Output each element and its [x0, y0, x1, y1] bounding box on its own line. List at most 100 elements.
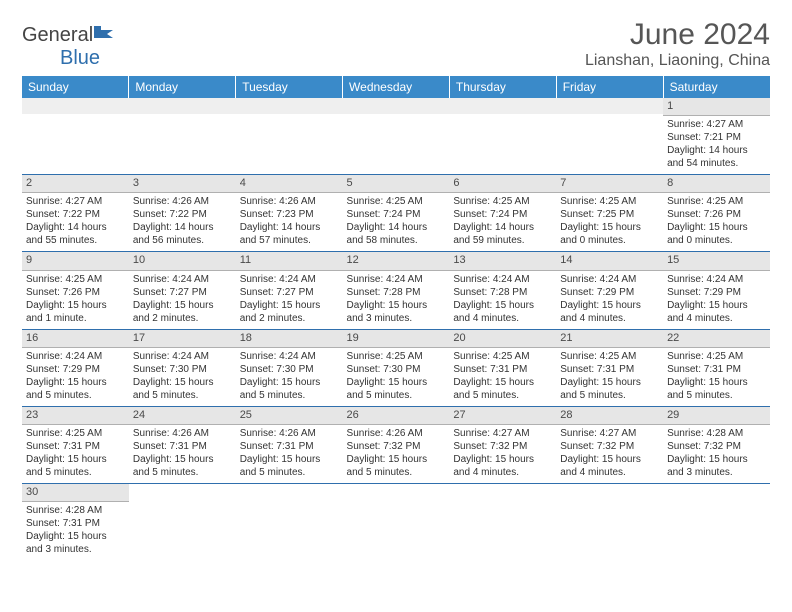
- day-number: [663, 484, 770, 500]
- calendar-cell: [449, 484, 556, 560]
- calendar-cell: 28Sunrise: 4:27 AMSunset: 7:32 PMDayligh…: [556, 407, 663, 484]
- day-details: Sunrise: 4:25 AMSunset: 7:24 PMDaylight:…: [449, 193, 556, 251]
- day-number: [22, 98, 129, 114]
- day-details: Sunrise: 4:25 AMSunset: 7:31 PMDaylight:…: [663, 348, 770, 406]
- calendar-cell: 24Sunrise: 4:26 AMSunset: 7:31 PMDayligh…: [129, 407, 236, 484]
- day-details: Sunrise: 4:24 AMSunset: 7:29 PMDaylight:…: [22, 348, 129, 406]
- day-number: 24: [129, 407, 236, 425]
- calendar-cell: [663, 484, 770, 560]
- day-number: 26: [343, 407, 450, 425]
- day-number: 21: [556, 330, 663, 348]
- calendar-cell: [22, 98, 129, 175]
- title-block: June 2024 Lianshan, Liaoning, China: [585, 18, 770, 70]
- logo-text: GeneralBlue: [22, 24, 115, 70]
- weekday-header: Wednesday: [343, 76, 450, 98]
- day-details: Sunrise: 4:24 AMSunset: 7:30 PMDaylight:…: [236, 348, 343, 406]
- day-details: Sunrise: 4:24 AMSunset: 7:27 PMDaylight:…: [236, 271, 343, 329]
- day-details: Sunrise: 4:25 AMSunset: 7:26 PMDaylight:…: [663, 193, 770, 251]
- day-number: [129, 484, 236, 500]
- day-details: Sunrise: 4:26 AMSunset: 7:32 PMDaylight:…: [343, 425, 450, 483]
- day-number: [236, 98, 343, 114]
- calendar-row: 2Sunrise: 4:27 AMSunset: 7:22 PMDaylight…: [22, 175, 770, 252]
- day-details: Sunrise: 4:27 AMSunset: 7:22 PMDaylight:…: [22, 193, 129, 251]
- logo-general: General: [22, 24, 93, 46]
- calendar-cell: 17Sunrise: 4:24 AMSunset: 7:30 PMDayligh…: [129, 330, 236, 407]
- calendar-cell: [556, 98, 663, 175]
- calendar-cell: 22Sunrise: 4:25 AMSunset: 7:31 PMDayligh…: [663, 330, 770, 407]
- calendar-cell: 18Sunrise: 4:24 AMSunset: 7:30 PMDayligh…: [236, 330, 343, 407]
- day-number: 10: [129, 252, 236, 270]
- day-details: Sunrise: 4:24 AMSunset: 7:28 PMDaylight:…: [449, 271, 556, 329]
- calendar-cell: 10Sunrise: 4:24 AMSunset: 7:27 PMDayligh…: [129, 252, 236, 329]
- calendar-cell: [343, 484, 450, 560]
- day-details: Sunrise: 4:28 AMSunset: 7:31 PMDaylight:…: [22, 502, 129, 560]
- header: GeneralBlue June 2024 Lianshan, Liaoning…: [22, 18, 770, 70]
- day-details: Sunrise: 4:28 AMSunset: 7:32 PMDaylight:…: [663, 425, 770, 483]
- day-number: [556, 98, 663, 114]
- calendar-row: 9Sunrise: 4:25 AMSunset: 7:26 PMDaylight…: [22, 252, 770, 329]
- calendar-cell: 3Sunrise: 4:26 AMSunset: 7:22 PMDaylight…: [129, 175, 236, 252]
- calendar-cell: 6Sunrise: 4:25 AMSunset: 7:24 PMDaylight…: [449, 175, 556, 252]
- day-number: [556, 484, 663, 500]
- day-details: Sunrise: 4:27 AMSunset: 7:32 PMDaylight:…: [449, 425, 556, 483]
- logo-blue: Blue: [22, 47, 100, 69]
- calendar-body: 1Sunrise: 4:27 AMSunset: 7:21 PMDaylight…: [22, 98, 770, 560]
- calendar-cell: 14Sunrise: 4:24 AMSunset: 7:29 PMDayligh…: [556, 252, 663, 329]
- calendar-head: SundayMondayTuesdayWednesdayThursdayFrid…: [22, 76, 770, 98]
- weekday-header: Sunday: [22, 76, 129, 98]
- day-number: 25: [236, 407, 343, 425]
- day-details: Sunrise: 4:25 AMSunset: 7:25 PMDaylight:…: [556, 193, 663, 251]
- calendar-cell: 29Sunrise: 4:28 AMSunset: 7:32 PMDayligh…: [663, 407, 770, 484]
- day-number: 30: [22, 484, 129, 502]
- weekday-header: Monday: [129, 76, 236, 98]
- day-number: 22: [663, 330, 770, 348]
- calendar-cell: 27Sunrise: 4:27 AMSunset: 7:32 PMDayligh…: [449, 407, 556, 484]
- day-details: Sunrise: 4:25 AMSunset: 7:31 PMDaylight:…: [449, 348, 556, 406]
- day-number: 6: [449, 175, 556, 193]
- calendar-cell: 12Sunrise: 4:24 AMSunset: 7:28 PMDayligh…: [343, 252, 450, 329]
- calendar-cell: 30Sunrise: 4:28 AMSunset: 7:31 PMDayligh…: [22, 484, 129, 560]
- day-number: 1: [663, 98, 770, 116]
- day-number: 15: [663, 252, 770, 270]
- calendar-cell: 20Sunrise: 4:25 AMSunset: 7:31 PMDayligh…: [449, 330, 556, 407]
- calendar-cell: 2Sunrise: 4:27 AMSunset: 7:22 PMDaylight…: [22, 175, 129, 252]
- day-details: Sunrise: 4:25 AMSunset: 7:24 PMDaylight:…: [343, 193, 450, 251]
- day-number: 7: [556, 175, 663, 193]
- day-number: 12: [343, 252, 450, 270]
- day-number: 9: [22, 252, 129, 270]
- weekday-header: Saturday: [663, 76, 770, 98]
- calendar-cell: 7Sunrise: 4:25 AMSunset: 7:25 PMDaylight…: [556, 175, 663, 252]
- day-number: [449, 98, 556, 114]
- calendar-cell: [556, 484, 663, 560]
- calendar-cell: 5Sunrise: 4:25 AMSunset: 7:24 PMDaylight…: [343, 175, 450, 252]
- day-number: 16: [22, 330, 129, 348]
- flag-icon: [93, 24, 115, 40]
- weekday-header: Thursday: [449, 76, 556, 98]
- calendar-cell: [343, 98, 450, 175]
- day-number: 29: [663, 407, 770, 425]
- calendar-cell: [236, 98, 343, 175]
- day-number: 17: [129, 330, 236, 348]
- day-details: Sunrise: 4:24 AMSunset: 7:30 PMDaylight:…: [129, 348, 236, 406]
- day-details: Sunrise: 4:25 AMSunset: 7:30 PMDaylight:…: [343, 348, 450, 406]
- day-number: 8: [663, 175, 770, 193]
- day-number: 2: [22, 175, 129, 193]
- day-number: 5: [343, 175, 450, 193]
- calendar-row: 1Sunrise: 4:27 AMSunset: 7:21 PMDaylight…: [22, 98, 770, 175]
- day-number: 20: [449, 330, 556, 348]
- day-details: Sunrise: 4:24 AMSunset: 7:27 PMDaylight:…: [129, 271, 236, 329]
- calendar-cell: 25Sunrise: 4:26 AMSunset: 7:31 PMDayligh…: [236, 407, 343, 484]
- calendar-cell: [129, 98, 236, 175]
- calendar-cell: 16Sunrise: 4:24 AMSunset: 7:29 PMDayligh…: [22, 330, 129, 407]
- day-number: [343, 98, 450, 114]
- day-details: Sunrise: 4:27 AMSunset: 7:21 PMDaylight:…: [663, 116, 770, 174]
- day-details: Sunrise: 4:24 AMSunset: 7:29 PMDaylight:…: [556, 271, 663, 329]
- calendar-cell: 1Sunrise: 4:27 AMSunset: 7:21 PMDaylight…: [663, 98, 770, 175]
- day-number: 27: [449, 407, 556, 425]
- month-title: June 2024: [585, 18, 770, 52]
- logo: GeneralBlue: [22, 24, 115, 70]
- location: Lianshan, Liaoning, China: [585, 52, 770, 70]
- day-number: 11: [236, 252, 343, 270]
- day-number: 28: [556, 407, 663, 425]
- day-details: Sunrise: 4:24 AMSunset: 7:29 PMDaylight:…: [663, 271, 770, 329]
